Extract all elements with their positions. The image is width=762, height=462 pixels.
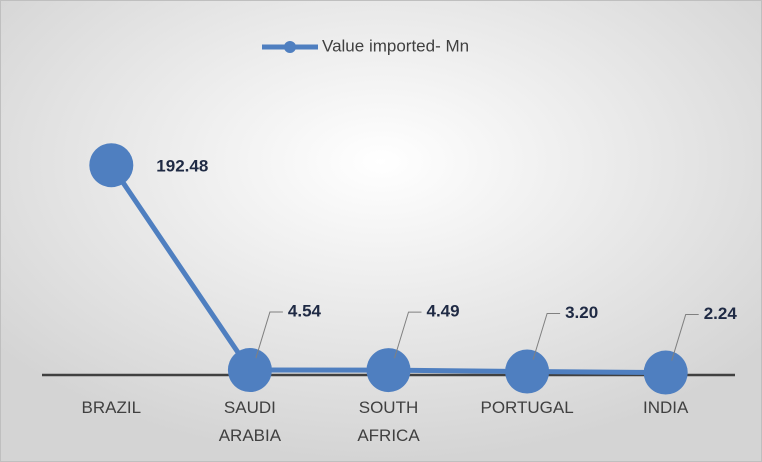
data-point	[505, 349, 550, 394]
x-tick-label: INDIA	[643, 398, 689, 417]
data-label: 3.20	[565, 303, 598, 322]
data-point	[89, 143, 134, 188]
leader-line	[394, 311, 422, 359]
x-tick-label: BRAZIL	[81, 398, 142, 417]
data-point	[366, 348, 411, 393]
leader-line	[671, 314, 699, 361]
legend-marker	[284, 41, 296, 53]
data-label: 192.48	[156, 157, 208, 176]
data-label: 2.24	[704, 304, 738, 323]
leader-line	[532, 313, 561, 360]
leader-line	[255, 311, 283, 359]
data-label: 4.49	[427, 302, 460, 321]
data-label: 4.54	[288, 302, 322, 321]
x-tick-label: SAUDI ARABIA	[218, 398, 282, 445]
x-tick-label: PORTUGAL	[480, 398, 574, 417]
data-point	[227, 348, 272, 393]
data-point	[643, 350, 688, 395]
legend-label: Value imported- Mn	[322, 36, 469, 55]
x-tick-label: SOUTH AFRICA	[357, 398, 420, 445]
